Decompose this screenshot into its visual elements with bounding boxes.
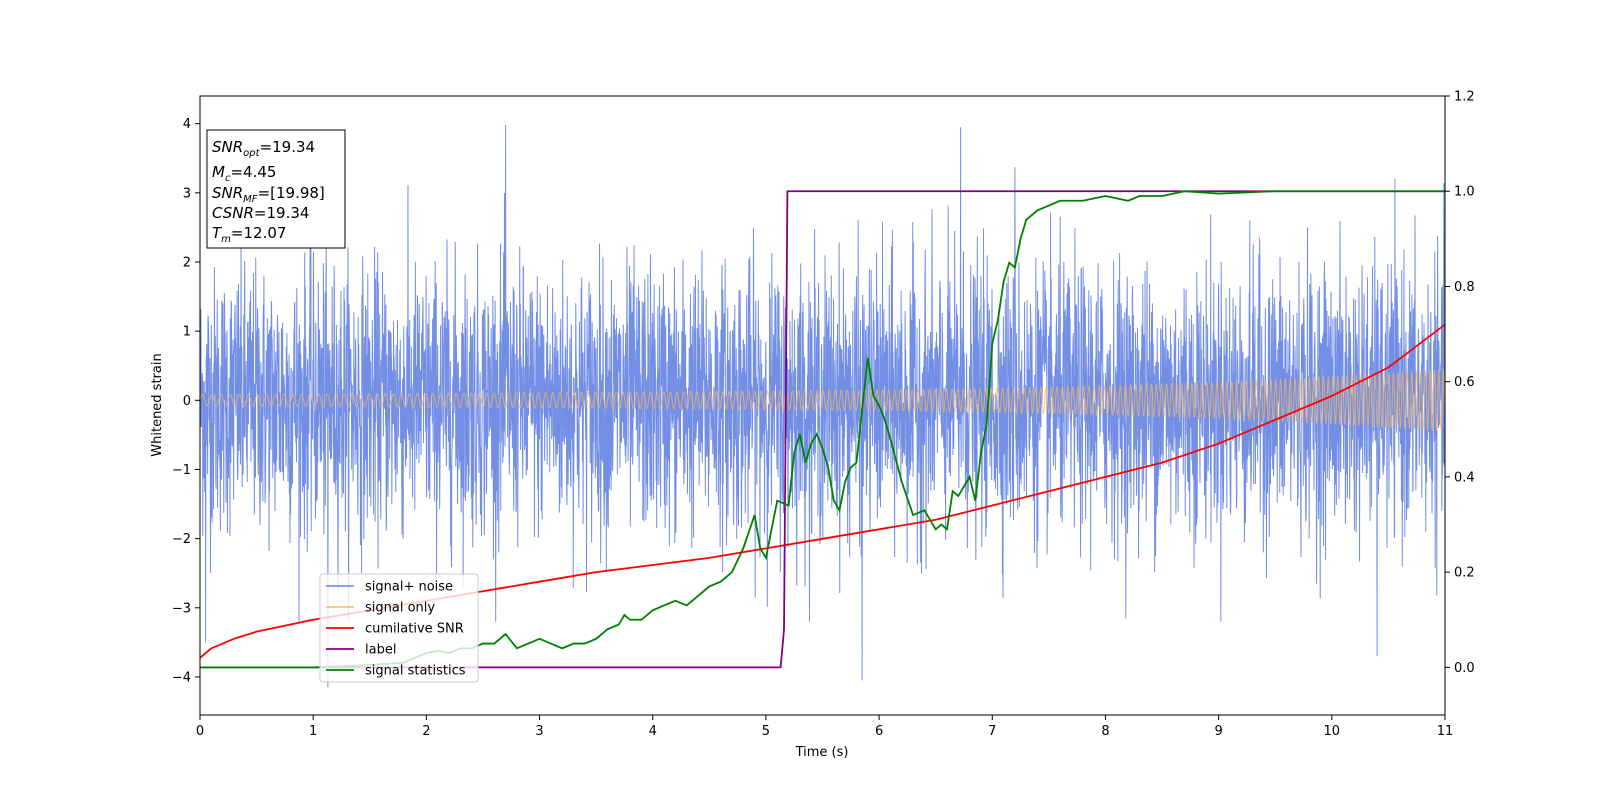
x-tick-label: 3	[535, 724, 543, 739]
y-tick-label: −3	[172, 601, 191, 616]
y2-tick-label: 1.2	[1454, 90, 1475, 105]
y2-tick-label: 0.2	[1454, 566, 1475, 581]
annotation-line: SNRMF=[19.98]	[212, 184, 325, 205]
y-axis-label: Whitened strain	[150, 353, 165, 456]
y-tick-label: −1	[172, 463, 191, 478]
label-line	[200, 190, 1445, 669]
x-tick-label: 9	[1214, 724, 1222, 739]
y2-tick-label: 0.8	[1454, 280, 1475, 295]
x-tick-label: 8	[1101, 724, 1109, 739]
x-tick-label: 4	[649, 724, 657, 739]
y-tick-label: 3	[183, 186, 191, 201]
legend-label: signal+ noise	[365, 580, 453, 595]
annotation-frame	[206, 129, 346, 249]
x-axis-label: Time (s)	[795, 745, 849, 760]
legend-label: cumilative SNR	[365, 622, 464, 637]
x-tick-label: 1	[309, 724, 317, 739]
legend-label: signal only	[365, 601, 435, 616]
x-tick-label: 6	[875, 724, 883, 739]
y2-tick-label: 0.6	[1454, 375, 1475, 390]
legend-label: label	[365, 643, 396, 658]
y-tick-label: −2	[172, 532, 191, 547]
y-tick-label: −4	[172, 670, 191, 685]
y2-tick-label: 1.0	[1454, 185, 1475, 200]
cumulative-snr-line	[200, 323, 1445, 659]
series-signal-only	[200, 368, 1445, 433]
annotation-line: CSNR=19.34	[212, 204, 309, 222]
annotation-line: Mc=4.45	[212, 163, 276, 184]
legend-frame	[319, 573, 479, 683]
y-axis-right: 0.0 0.2 0.4 0.6 0.8 1.0 1.2	[1445, 90, 1475, 676]
annotation-line: SNRopt=19.34	[212, 138, 315, 159]
annotation-line: Tm=12.07	[212, 224, 286, 245]
y-axis-left: −4 −3 −2 −1 0 1 2 3 4	[172, 117, 200, 685]
annotation-box: SNRopt=19.34 Mc=4.45SNRMF=[19.98]CSNR=19.…	[206, 129, 346, 249]
signal-only-line	[200, 368, 1445, 433]
legend: signal+ noise signal only cumilative SNR la…	[319, 573, 479, 683]
y-tick-label: 0	[183, 394, 191, 409]
y2-tick-label: 0.0	[1454, 661, 1475, 676]
x-tick-label: 0	[196, 724, 204, 739]
x-axis: 0 1 2 3 4 5 6 7 8 9 10 11	[196, 715, 1453, 739]
y2-tick-label: 0.4	[1454, 470, 1475, 485]
right-axis-series	[200, 190, 1445, 669]
x-tick-label: 11	[1437, 724, 1454, 739]
x-tick-label: 2	[422, 724, 430, 739]
signal-statistics-line	[200, 190, 1445, 669]
x-tick-label: 10	[1324, 724, 1341, 739]
plot-frame	[199, 95, 1446, 716]
y-tick-label: 1	[183, 325, 191, 340]
x-tick-label: 7	[988, 724, 996, 739]
y-tick-label: 2	[183, 255, 191, 270]
y-tick-label: 4	[183, 117, 191, 132]
x-tick-label: 5	[762, 724, 770, 739]
legend-label: signal statistics	[365, 664, 466, 679]
